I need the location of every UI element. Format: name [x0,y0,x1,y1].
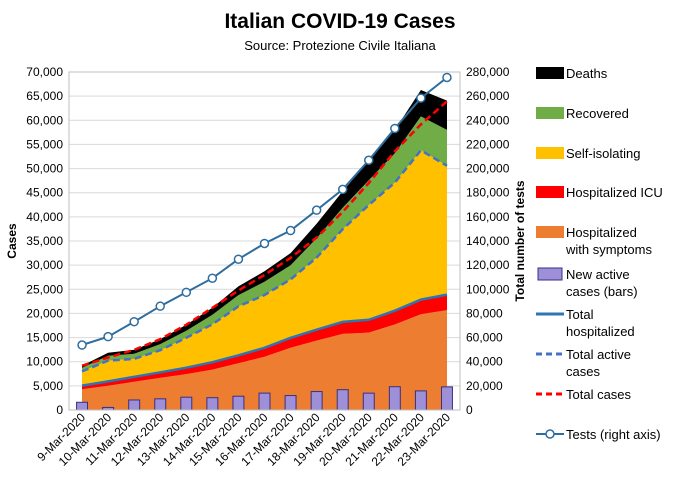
bar-new-active [284,395,297,411]
y-tick-label: 10,000 [26,355,63,369]
area-hospitalized-with-symptoms [82,310,447,410]
marker-tests [181,287,192,298]
axes: 0 5,000 10,000 15,000 20,000 25,000 30,000 35,0… [26,65,509,469]
y-tick-label: 45,000 [26,186,63,200]
legend-swatch-hospitalized-with-symptoms [536,226,564,238]
bar-new-active [128,399,141,411]
y2-tick-label: 20,000 [466,379,503,393]
y-tick-label: 70,000 [26,65,63,79]
y-axis-label: Cases [5,223,19,259]
legend-swatch-new-active-cases-bars- [537,267,563,281]
bar-new-active [388,386,401,411]
marker-tests [364,155,374,166]
y-tick-label: 40,000 [26,210,63,224]
area-recovered [82,116,447,372]
y2-tick-label: 280,000 [466,65,510,79]
marker-tests [390,123,400,134]
y-tick-label: 15,000 [26,331,63,345]
chart-title: Italian COVID-19 Cases [224,10,455,33]
legend-label-hospitalized-icu: Hospitalized ICU [566,185,663,200]
legend-label-total-active-cases: Total active cases [566,347,631,379]
plot-frame [68,71,461,411]
y2-tick-label: 220,000 [466,137,510,151]
y2-tick-label: 200,000 [466,162,510,176]
marker-tests [207,273,218,283]
y-tick-label: 35,000 [26,234,63,248]
legend-label-total-hospitalized: Total hospitalized [566,307,635,339]
area-deaths [82,90,447,368]
y-tick-label: 55,000 [26,137,63,151]
y2-tick-label: 140,000 [466,234,510,248]
y-tick-label: 20,000 [26,306,63,320]
series-lines [77,72,452,387]
legend-label-recovered: Recovered [566,106,629,121]
legend-label-deaths: Deaths [566,66,608,81]
marker-tests [129,316,139,327]
marker-tests [155,301,165,311]
legend-label-tests-right-axis-: Tests (right axis) [566,427,661,442]
bar-new-active [414,390,427,411]
line-total-active-cases [81,148,448,373]
y-tick-label: 30,000 [26,258,63,272]
y2-tick-label: 40,000 [466,355,503,369]
y2-tick-label: 180,000 [466,186,510,200]
marker-tests [233,254,244,264]
bar-new-active [206,397,219,411]
legend-label-new-active-cases-bars-: New active cases (bars) [566,267,638,299]
legend-label-total-cases: Total cases [566,387,632,402]
marker-tests [442,72,452,83]
y2-tick-label: 260,000 [466,89,510,103]
bar-new-active [76,401,89,411]
y-tick-label: 60,000 [26,113,63,127]
line-total-hospitalized [81,293,448,387]
legend-label-hospitalized-with-symptoms: Hospitalized with symptoms [565,225,652,257]
y2-tick-label: 100,000 [466,282,510,296]
marker-tests [311,205,322,215]
stacked-areas [82,90,447,410]
marker-tests [416,93,426,103]
legend: Deaths Recovered Self-isolating Hospitalize… [536,66,663,442]
marker-tests [259,238,270,249]
legend-swatch-deaths [536,67,564,79]
bar-new-active [232,395,245,411]
marker-tests [285,225,296,236]
y-tick-label: 65,000 [26,89,63,103]
bar-new-active [336,389,349,411]
legend-swatch-self-isolating [536,147,564,159]
y2-tick-label: 60,000 [466,331,503,345]
y2-tick-label: 240,000 [466,113,510,127]
bar-new-active [180,396,193,411]
bar-new-active [154,398,167,411]
y2-axis-label: Total number of tests [513,180,527,301]
y2-tick-label: 120,000 [466,258,510,272]
bar-new-active [258,392,271,411]
y2-tick-label: 160,000 [466,210,510,224]
legend-swatch-hospitalized-icu [536,186,564,198]
y2-tick-label: 80,000 [466,306,503,320]
legend-swatch-marker-tests-right-axis- [545,429,555,439]
y-tick-label: 25,000 [26,282,63,296]
legend-label-self-isolating: Self-isolating [566,146,640,161]
chart-subtitle: Source: Protezione Civile Italiana [244,38,436,53]
area-self-isolating [82,150,447,386]
bar-new-active [310,391,323,411]
marker-tests [337,184,348,195]
marker-tests [103,331,113,342]
y-tick-label: 50,000 [26,162,63,176]
y-tick-label: 5,000 [33,379,63,393]
marker-tests [77,340,87,350]
y-tick-label: 0 [56,403,63,417]
bar-new-active [362,392,375,411]
bar-new-active [440,386,453,411]
legend-swatch-recovered [536,107,564,119]
y2-tick-label: 0 [466,403,473,417]
